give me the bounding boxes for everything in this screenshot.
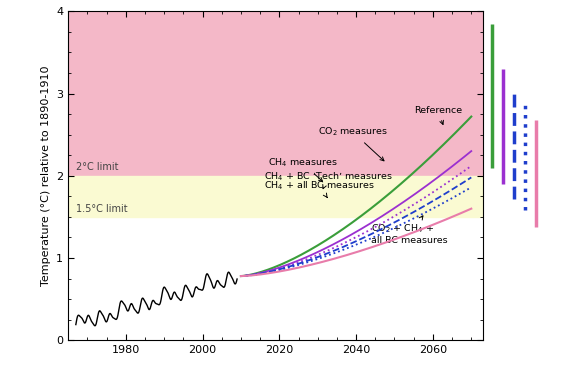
Text: 1.5°C limit: 1.5°C limit — [76, 204, 127, 214]
Text: CH$_4$ + BC ‘Tech’ measures: CH$_4$ + BC ‘Tech’ measures — [264, 170, 392, 189]
Text: Reference: Reference — [414, 106, 462, 124]
Text: CH$_4$ + all BC measures: CH$_4$ + all BC measures — [264, 180, 375, 198]
Text: 2°C limit: 2°C limit — [76, 163, 118, 172]
Text: CH$_4$ measures: CH$_4$ measures — [268, 157, 337, 181]
Bar — [68, 11, 483, 176]
Text: CO$_2$ + CH$_4$ +
all BC measures: CO$_2$ + CH$_4$ + all BC measures — [371, 216, 448, 245]
Y-axis label: Temperature (°C) relative to 1890-1910: Temperature (°C) relative to 1890-1910 — [41, 65, 51, 286]
Text: CO$_2$ measures: CO$_2$ measures — [318, 125, 387, 161]
Bar — [68, 176, 483, 217]
